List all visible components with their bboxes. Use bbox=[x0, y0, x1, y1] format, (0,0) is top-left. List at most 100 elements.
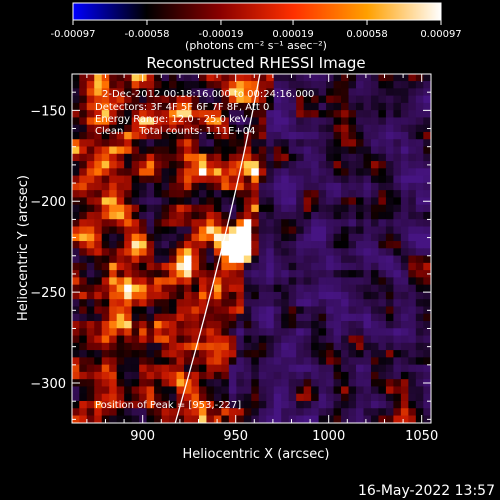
heatmap-cell bbox=[318, 350, 327, 358]
heatmap-cell bbox=[243, 168, 252, 177]
heatmap-cell bbox=[86, 357, 95, 366]
heatmap-cell bbox=[109, 161, 118, 169]
heatmap-cell bbox=[124, 415, 133, 423]
heatmap-cell bbox=[198, 110, 208, 119]
heatmap-cell bbox=[131, 110, 140, 119]
heatmap-cell bbox=[281, 393, 290, 402]
heatmap-cell bbox=[198, 262, 208, 271]
heatmap-cell bbox=[303, 342, 312, 351]
heatmap-cell bbox=[169, 146, 178, 155]
heatmap-cell bbox=[378, 270, 387, 278]
heatmap-cell bbox=[423, 313, 431, 322]
heatmap-cell bbox=[363, 124, 372, 133]
heatmap-cell bbox=[288, 350, 297, 358]
heatmap-cell bbox=[393, 255, 402, 264]
heatmap-cell bbox=[356, 81, 365, 89]
heatmap-cell bbox=[236, 299, 245, 308]
heatmap-cell bbox=[243, 321, 252, 329]
heatmap-cell bbox=[378, 415, 387, 423]
heatmap-cell bbox=[79, 131, 88, 140]
heatmap-cell bbox=[191, 175, 200, 184]
heatmap-cell bbox=[213, 197, 222, 206]
heatmap-cell bbox=[348, 313, 357, 322]
heatmap-cell bbox=[146, 255, 155, 264]
heatmap-cell bbox=[101, 379, 110, 388]
heatmap-cell bbox=[363, 211, 372, 220]
heatmap-cell bbox=[273, 146, 282, 155]
heatmap-cell bbox=[228, 262, 237, 271]
heatmap-cell bbox=[341, 335, 350, 344]
heatmap-cell bbox=[131, 204, 140, 213]
heatmap-cell bbox=[356, 110, 365, 119]
heatmap-cell bbox=[154, 342, 163, 351]
heatmap-cell bbox=[191, 328, 200, 337]
heatmap-cell bbox=[423, 168, 431, 177]
heatmap-cell bbox=[206, 74, 215, 82]
heatmap-cell bbox=[124, 393, 133, 402]
heatmap-cell bbox=[251, 262, 260, 271]
heatmap-cell bbox=[408, 81, 417, 89]
heatmap-cell bbox=[356, 306, 365, 315]
heatmap-cell bbox=[356, 408, 365, 417]
heatmap-cell bbox=[296, 153, 305, 162]
heatmap-cell bbox=[206, 117, 215, 126]
heatmap-cell bbox=[408, 306, 417, 315]
heatmap-cell bbox=[116, 364, 125, 373]
heatmap-cell bbox=[176, 350, 185, 358]
heatmap-cell bbox=[400, 379, 409, 388]
heatmap-cell bbox=[191, 146, 200, 155]
heatmap-cell bbox=[72, 408, 80, 417]
heatmap-cell bbox=[228, 357, 237, 366]
heatmap-cell bbox=[288, 95, 297, 104]
heatmap-cell bbox=[131, 146, 140, 155]
heatmap-cell bbox=[191, 357, 200, 366]
heatmap-cell bbox=[72, 219, 80, 228]
heatmap-cell bbox=[415, 74, 424, 82]
heatmap-cell bbox=[348, 321, 357, 329]
heatmap-cell bbox=[415, 124, 424, 133]
heatmap-cell bbox=[228, 175, 237, 184]
heatmap-cell bbox=[154, 284, 163, 293]
heatmap-cell bbox=[116, 262, 125, 271]
heatmap-cell bbox=[251, 74, 260, 82]
heatmap-cell bbox=[400, 306, 409, 315]
heatmap-cell bbox=[266, 204, 275, 213]
heatmap-cell bbox=[176, 161, 185, 169]
heatmap-cell bbox=[408, 74, 417, 82]
heatmap-cell bbox=[161, 306, 170, 315]
heatmap-cell bbox=[258, 299, 267, 308]
heatmap-cell bbox=[198, 379, 208, 388]
heatmap-cell bbox=[393, 357, 402, 366]
heatmap-cell bbox=[183, 161, 193, 169]
heatmap-cell bbox=[333, 197, 342, 206]
heatmap-cell bbox=[318, 328, 327, 337]
heatmap-cell bbox=[408, 124, 417, 133]
heatmap-cell bbox=[281, 204, 290, 213]
heatmap-cell bbox=[385, 386, 395, 395]
heatmap-cell bbox=[79, 321, 88, 329]
heatmap-cell bbox=[161, 233, 170, 242]
heatmap-cell bbox=[348, 197, 357, 206]
heatmap-cell bbox=[221, 357, 230, 366]
heatmap-cell bbox=[393, 262, 402, 271]
heatmap-cell bbox=[79, 291, 88, 300]
heatmap-cell bbox=[363, 161, 372, 169]
heatmap-cell bbox=[258, 131, 267, 140]
heatmap-cell bbox=[363, 219, 372, 228]
heatmap-cell bbox=[303, 211, 312, 220]
heatmap-cell bbox=[318, 415, 327, 423]
heatmap-cell bbox=[258, 277, 267, 286]
heatmap-cell bbox=[176, 321, 185, 329]
heatmap-cell bbox=[415, 386, 424, 395]
heatmap-cell bbox=[213, 408, 222, 417]
heatmap-cell bbox=[385, 270, 395, 278]
heatmap-cell bbox=[198, 211, 208, 220]
heatmap-cell bbox=[266, 102, 275, 111]
heatmap-cell bbox=[198, 350, 208, 358]
heatmap-cell bbox=[169, 335, 178, 344]
heatmap-cell bbox=[303, 364, 312, 373]
heatmap-cell bbox=[311, 117, 320, 126]
heatmap-cell bbox=[236, 81, 245, 89]
heatmap-cell bbox=[258, 262, 267, 271]
heatmap-cell bbox=[296, 255, 305, 264]
